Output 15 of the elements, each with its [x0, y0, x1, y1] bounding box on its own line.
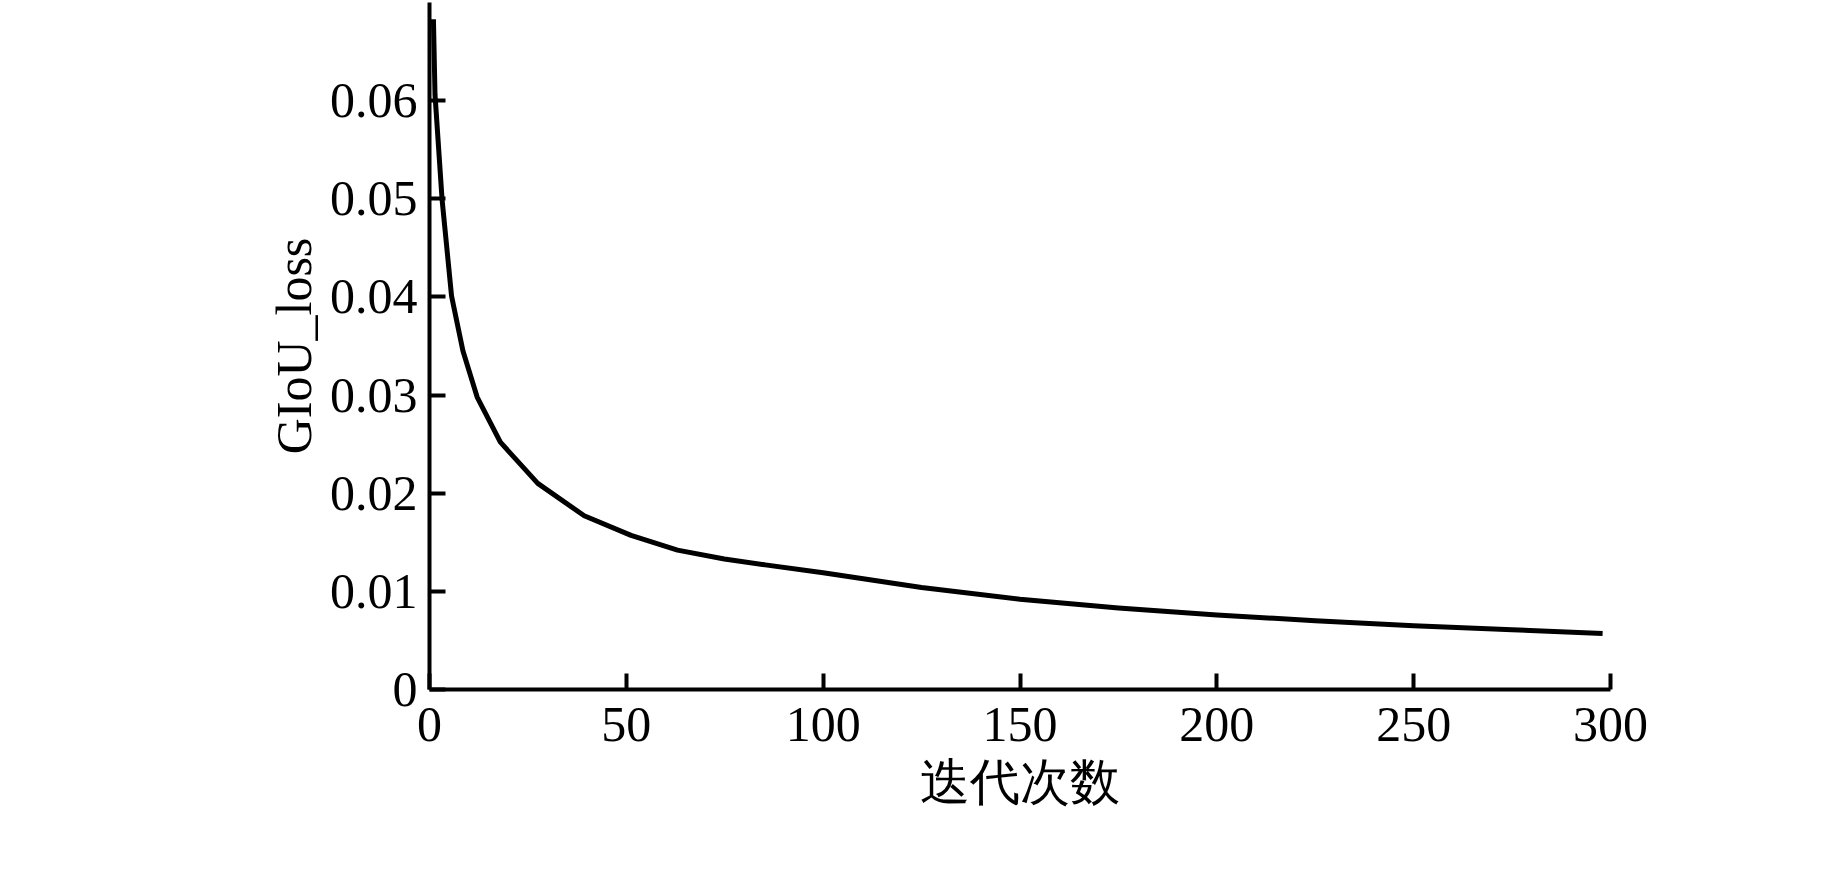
y-tick-label: 0.04	[330, 268, 418, 325]
y-axis-title: GIoU_loss	[266, 237, 322, 455]
y-tick-label: 0.01	[330, 562, 418, 619]
y-tick-label: 0.05	[330, 170, 418, 227]
x-tick-label: 150	[982, 695, 1058, 752]
y-tick-label: 0.06	[330, 72, 418, 129]
x-tick-label: 100	[785, 695, 861, 752]
y-tick-label: 0.02	[330, 464, 418, 521]
x-tick-label: 50	[601, 695, 652, 752]
x-tick-label: 300	[1573, 695, 1648, 752]
x-tick-label: 200	[1179, 695, 1255, 752]
x-tick-label: 250	[1376, 695, 1452, 752]
y-tick-label: 0	[392, 661, 418, 717]
y-tick-label: 0.03	[330, 366, 418, 423]
x-axis-title: 迭代次数	[920, 753, 1120, 810]
